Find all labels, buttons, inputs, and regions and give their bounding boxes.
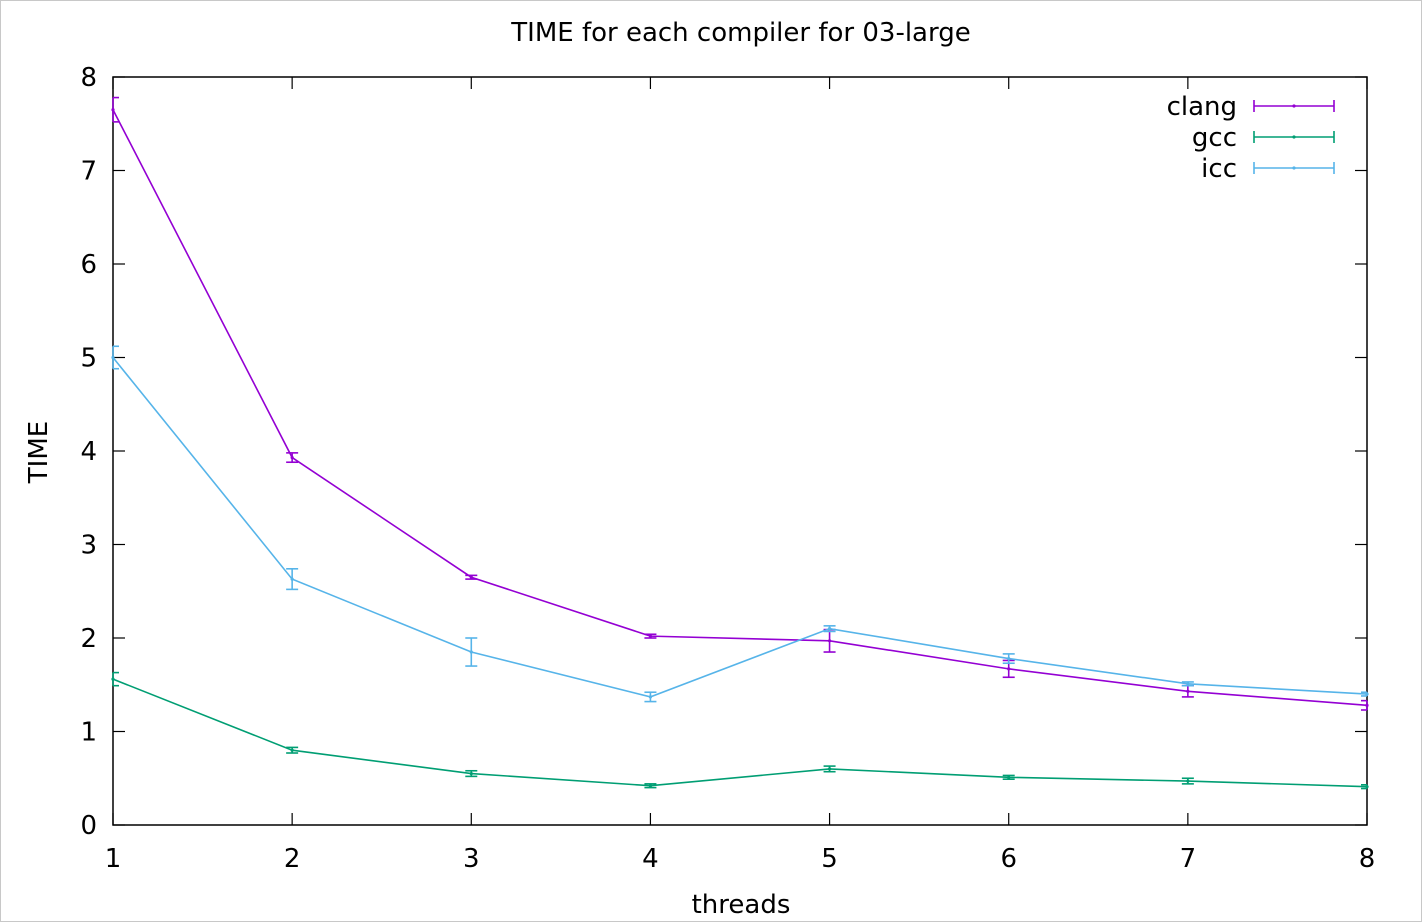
- data-point-icc: [827, 627, 832, 631]
- plot-frame: [112, 76, 1368, 826]
- data-point-gcc: [469, 771, 473, 776]
- y-tick-label: 1: [80, 718, 97, 748]
- data-point-gcc: [1007, 775, 1011, 779]
- x-tick-label: 4: [642, 844, 659, 874]
- data-point-icc: [1007, 656, 1011, 661]
- y-tick-label: 0: [80, 811, 97, 841]
- legend-label-clang: clang: [1167, 92, 1237, 122]
- x-tick-label: 6: [1000, 844, 1017, 874]
- data-point-gcc: [290, 748, 294, 752]
- y-tick-label: 3: [80, 531, 97, 561]
- legend-label-gcc: gcc: [1192, 123, 1237, 153]
- x-tick-label: 5: [821, 844, 838, 874]
- data-point-gcc: [111, 677, 115, 681]
- y-tick-label: 5: [80, 344, 97, 374]
- data-point-clang: [827, 639, 832, 643]
- y-tick-label: 8: [80, 63, 97, 93]
- data-point-icc: [648, 695, 653, 699]
- series-line-icc: [112, 356, 1368, 698]
- y-tick-label: 2: [80, 624, 97, 654]
- y-tick-label: 4: [80, 437, 97, 467]
- x-tick-label: 2: [284, 844, 301, 874]
- series-line-gcc: [112, 678, 1368, 788]
- data-point-icc: [290, 577, 294, 581]
- data-point-clang: [1186, 689, 1190, 693]
- x-tick-label: 1: [105, 844, 122, 874]
- y-tick-label: 6: [80, 250, 97, 280]
- data-point-gcc: [1365, 785, 1369, 789]
- y-axis-label: TIME: [24, 421, 54, 484]
- data-point-icc: [1365, 692, 1369, 696]
- data-point-clang: [111, 108, 115, 112]
- legend-label-icc: icc: [1201, 154, 1237, 184]
- legend-point-clang: [1292, 104, 1296, 108]
- data-point-clang: [648, 634, 653, 638]
- data-point-gcc: [1186, 779, 1190, 783]
- chart-title: TIME for each compiler for 03-large: [510, 18, 970, 48]
- legend-point-icc: [1292, 166, 1296, 170]
- data-point-clang: [1007, 667, 1011, 671]
- x-tick-label: 7: [1180, 844, 1197, 874]
- x-axis-label: threads: [692, 890, 791, 920]
- data-point-icc: [111, 355, 115, 360]
- x-tick-label: 3: [463, 844, 480, 874]
- data-point-gcc: [648, 784, 653, 788]
- data-point-icc: [469, 650, 473, 654]
- legend-point-gcc: [1292, 135, 1296, 139]
- data-point-clang: [469, 575, 473, 579]
- series-line-clang: [112, 109, 1368, 707]
- x-tick-label: 8: [1359, 844, 1376, 874]
- data-point-clang: [290, 455, 294, 460]
- data-point-clang: [1365, 703, 1369, 707]
- data-point-gcc: [827, 767, 832, 771]
- data-point-icc: [1186, 682, 1190, 686]
- y-tick-label: 7: [80, 157, 97, 187]
